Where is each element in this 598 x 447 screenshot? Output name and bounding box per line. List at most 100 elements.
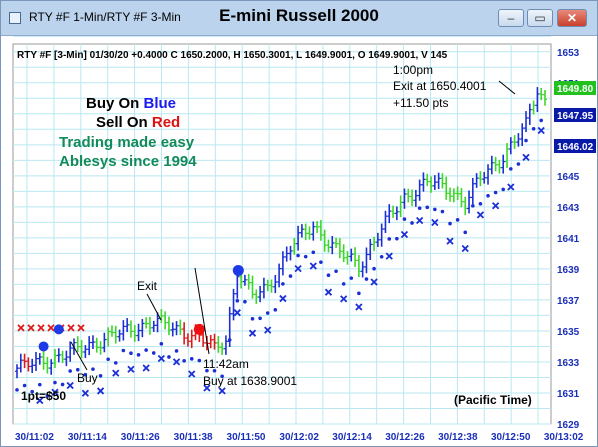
x-mark (537, 126, 545, 135)
dot-mark (22, 383, 27, 388)
promo-tagline: Trading made easy (59, 134, 195, 151)
dot-mark (539, 118, 544, 123)
dot-mark (197, 358, 202, 363)
x-mark (507, 183, 515, 191)
dot-mark (471, 204, 475, 208)
dot-mark (174, 349, 179, 353)
x-tick-label: 30/12:38 (438, 432, 478, 443)
dot-mark (334, 269, 338, 274)
price-chart[interactable]: 1629 1631 1633 1635 1637 1639 1641 1643 1645 1647… (1, 36, 597, 446)
x-mark (51, 388, 59, 396)
dot-mark (501, 187, 506, 192)
promo-sell-text: Sell On (96, 114, 152, 131)
dot-mark (531, 126, 536, 131)
x-mark (370, 278, 378, 286)
chart-tabs[interactable]: RTY #F 1-Min/RTY #F 3-Min (29, 10, 181, 24)
x-mark (127, 365, 135, 373)
dot-mark (265, 311, 270, 315)
buy-signal-dot (53, 324, 64, 335)
plot-area (12, 43, 552, 425)
dot-mark (463, 230, 468, 235)
price-badge-label: 1646.02 (557, 142, 594, 153)
x-tick-label: 30/11:14 (68, 432, 107, 443)
exit-time-label: 1:00pm (393, 63, 433, 77)
dot-mark (410, 221, 414, 225)
promo-since: Ablesys since 1994 (59, 153, 197, 170)
red-x-mark (27, 324, 35, 332)
dot-mark (212, 369, 217, 373)
dot-mark (189, 357, 194, 361)
x-mark (355, 303, 363, 311)
dot-mark (364, 277, 369, 281)
title-bar[interactable]: RTY #F 1-Min/RTY #F 3-Min E-mini Russell… (1, 1, 597, 36)
price-badge-label: 1649.80 (557, 84, 594, 95)
dot-mark (357, 291, 361, 296)
dot-mark (372, 266, 376, 271)
x-mark (188, 370, 196, 378)
dot-mark (136, 353, 141, 357)
red-x-mark (37, 324, 45, 332)
y-tick-label: 1633 (557, 358, 580, 369)
dot-mark (417, 206, 422, 210)
dot-mark (425, 205, 430, 210)
promo-red-word: Red (152, 114, 180, 131)
x-mark (218, 387, 226, 395)
exit-label: Exit (137, 279, 158, 293)
x-mark (416, 216, 424, 225)
dot-mark (37, 382, 42, 387)
dot-mark (167, 355, 171, 359)
dot-mark (91, 367, 95, 371)
x-mark (203, 384, 211, 392)
dot-mark (281, 282, 285, 286)
dot-mark (15, 388, 19, 392)
x-mark (446, 237, 454, 245)
dot-mark (144, 348, 148, 352)
x-mark (36, 396, 44, 405)
price-badges: 1649.80 1647.95 1646.02 (554, 81, 596, 153)
y-tick-label: 1637 (557, 296, 580, 307)
dot-mark (220, 374, 224, 379)
dot-mark (227, 338, 232, 342)
dot-mark (75, 367, 80, 372)
x-mark (233, 309, 241, 317)
dot-mark (387, 237, 392, 241)
dot-mark (448, 221, 452, 226)
y-tick-label: 1629 (557, 420, 580, 431)
minimize-button[interactable]: – (498, 9, 524, 27)
x-mark (279, 294, 287, 303)
x-mark (142, 364, 150, 372)
x-mark (340, 295, 348, 303)
x-mark (400, 230, 409, 239)
buy-price-label: Buy at 1638.9001 (203, 374, 297, 388)
dot-mark (250, 317, 255, 321)
buy-signal-dot (232, 264, 244, 276)
x-tick-label: 30/12:50 (491, 432, 531, 443)
dot-mark (402, 217, 407, 221)
x-tick-label: 30/12:02 (279, 432, 319, 443)
x-tick-label: 30/11:26 (121, 432, 160, 443)
profit-label: +11.50 pts (393, 96, 449, 110)
promo-sell-line: Sell On Red (96, 114, 180, 131)
dot-mark (106, 357, 110, 362)
dot-mark (258, 316, 262, 321)
x-tick-label: 30/13:02 (544, 432, 584, 443)
x-tick-label: 30/12:14 (332, 432, 372, 443)
dot-mark (440, 209, 445, 214)
x-mark (157, 354, 165, 363)
buy-arrow (70, 341, 88, 371)
price-badge (554, 139, 596, 153)
dot-mark (433, 207, 437, 212)
buy-signal-dot (38, 341, 49, 352)
x-tick-label: 30/11:38 (174, 432, 213, 443)
red-x-mark (67, 324, 75, 332)
close-button[interactable]: ✕ (557, 9, 587, 27)
dot-mark (235, 298, 240, 303)
maximize-button[interactable]: ▭ (527, 9, 553, 27)
dot-mark (60, 382, 65, 387)
dot-mark (486, 193, 490, 198)
x-mark (385, 252, 393, 260)
y-tick-label: 1639 (557, 265, 580, 276)
y-tick-label: 1635 (557, 327, 580, 338)
x-mark (172, 358, 181, 366)
window-icon (9, 12, 21, 24)
